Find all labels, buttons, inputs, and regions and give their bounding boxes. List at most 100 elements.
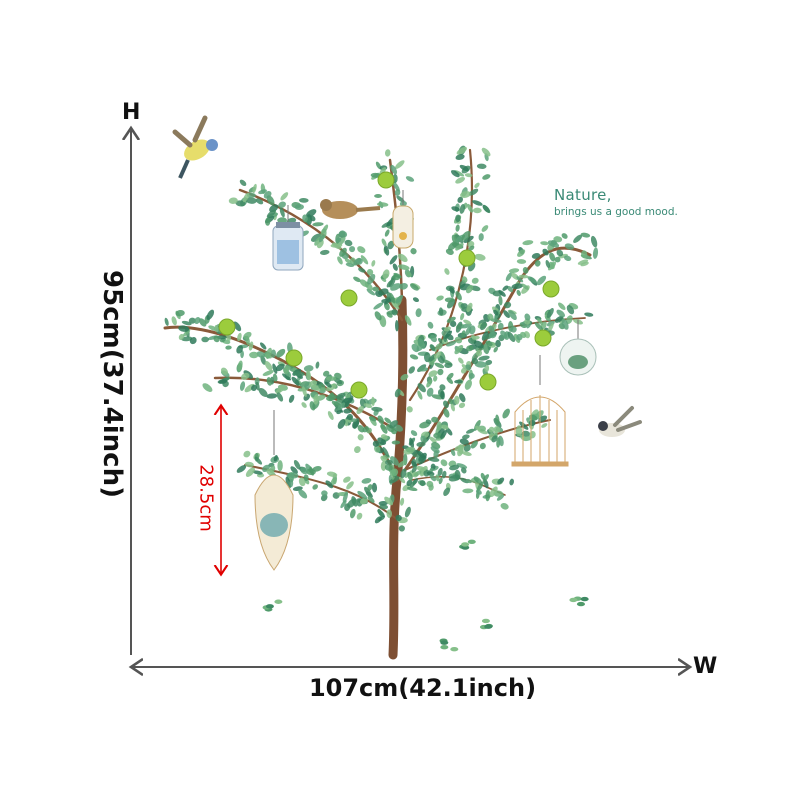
leaf [202, 383, 213, 393]
leaf [581, 250, 588, 259]
leaf [503, 301, 512, 309]
leaf [454, 336, 463, 344]
leaf [293, 371, 305, 377]
leaf [350, 418, 357, 423]
leaf [556, 309, 566, 318]
leaf [376, 202, 389, 207]
leaf [448, 398, 454, 405]
leaf [431, 416, 439, 423]
leaf [278, 201, 286, 209]
leaf [450, 449, 456, 456]
leaf [508, 268, 520, 273]
leaf [474, 253, 486, 261]
leaf [337, 419, 346, 429]
leaf [417, 367, 429, 372]
leaf [414, 470, 422, 477]
leaf [451, 234, 460, 246]
falling-leaf [461, 542, 470, 547]
leaf [252, 470, 263, 475]
leaf [503, 310, 510, 318]
leaf [461, 467, 467, 474]
leaf [427, 321, 434, 329]
leaf [380, 461, 387, 471]
leaf [364, 486, 372, 496]
falling-leaf [481, 618, 490, 624]
leaf [383, 245, 390, 256]
leaf [237, 360, 243, 372]
leaf [444, 297, 455, 303]
leaf [459, 203, 466, 214]
leaf [415, 308, 422, 318]
leaf [360, 255, 369, 265]
leaf [515, 425, 523, 437]
leaf [302, 214, 308, 223]
leaf [390, 456, 399, 466]
birdcage [511, 355, 569, 467]
leaf [372, 440, 380, 447]
leaf [334, 372, 342, 380]
leaf [409, 283, 419, 291]
leaf [460, 323, 472, 329]
leaf [206, 309, 215, 321]
leaf [415, 466, 427, 472]
leaf [254, 456, 263, 465]
leaf [478, 233, 484, 242]
leaf [476, 481, 484, 492]
leaf [220, 367, 228, 375]
leaf [545, 259, 550, 269]
leaf [462, 488, 474, 494]
leaf [251, 384, 257, 392]
leaf [590, 235, 598, 248]
leaf [325, 376, 337, 381]
leaf [266, 209, 276, 218]
leaf [387, 240, 395, 250]
leaf [459, 438, 469, 445]
leaf [522, 240, 534, 246]
leaf [554, 256, 561, 263]
leaf [449, 287, 455, 294]
tree-leaves [164, 145, 599, 652]
leaf [276, 392, 284, 402]
leaf [459, 164, 469, 172]
leaf [435, 474, 440, 482]
leaf [464, 379, 472, 390]
leaf [426, 379, 433, 388]
leaf [392, 181, 400, 192]
leaf [444, 362, 453, 368]
leaf [343, 408, 352, 414]
leaf [386, 279, 393, 288]
leaf [433, 351, 442, 359]
leaf [384, 417, 392, 424]
leaf [435, 343, 443, 350]
leaf [382, 446, 390, 458]
leaf [279, 207, 285, 218]
leaf [455, 177, 466, 184]
leaf [457, 196, 464, 203]
apple [350, 381, 368, 399]
leaf [359, 279, 369, 288]
leaf [321, 490, 328, 497]
hanging-jar-left [272, 205, 304, 271]
leaf [349, 508, 356, 519]
leaf [577, 259, 589, 265]
leaf [389, 420, 398, 429]
leaf [542, 248, 549, 256]
leaf [264, 360, 273, 371]
leaf [445, 427, 453, 436]
leaf [476, 163, 487, 169]
leaf [171, 316, 177, 326]
leaf [355, 258, 363, 265]
leaf [438, 477, 443, 485]
leaf [277, 217, 287, 224]
leaf [427, 457, 440, 462]
leaf [566, 305, 575, 315]
leaf [306, 370, 312, 381]
leaf [358, 267, 366, 273]
leaf [468, 373, 475, 379]
leaf [363, 403, 373, 409]
leaf [378, 500, 388, 506]
leaf [316, 239, 324, 249]
leaf [357, 434, 364, 441]
leaf [409, 480, 416, 488]
